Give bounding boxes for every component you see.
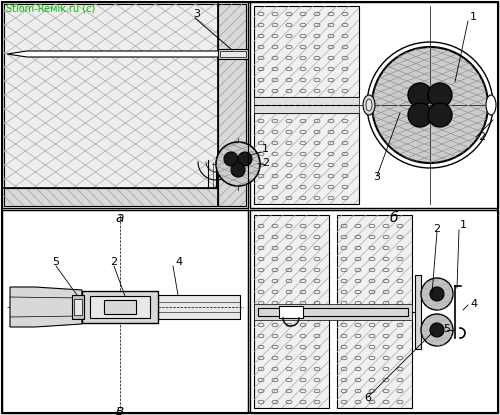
Bar	[74, 299, 82, 315]
Text: 5: 5	[443, 324, 450, 334]
Ellipse shape	[363, 95, 375, 115]
Bar	[104, 300, 136, 314]
Bar	[158, 295, 240, 319]
Circle shape	[408, 103, 432, 127]
Bar	[254, 113, 359, 204]
Text: 3: 3	[373, 172, 380, 182]
Text: в: в	[116, 404, 124, 415]
Text: 2: 2	[478, 132, 485, 142]
Circle shape	[430, 287, 444, 301]
Circle shape	[421, 314, 453, 346]
Bar	[258, 308, 408, 316]
Text: 6: 6	[364, 393, 371, 403]
Bar	[254, 6, 359, 97]
Text: 4: 4	[175, 257, 182, 267]
Bar	[4, 4, 218, 188]
Text: 2: 2	[433, 224, 440, 234]
Bar	[220, 51, 246, 57]
Bar	[218, 49, 248, 59]
Ellipse shape	[366, 99, 372, 111]
Text: 2: 2	[110, 257, 117, 267]
Circle shape	[231, 163, 245, 177]
Bar	[254, 304, 412, 320]
Circle shape	[428, 83, 452, 107]
Text: Stiom-Reмik.ru (c): Stiom-Reмik.ru (c)	[6, 4, 95, 14]
Bar	[250, 2, 498, 208]
Text: 4: 4	[470, 299, 477, 309]
Bar	[2, 210, 248, 413]
Polygon shape	[10, 287, 82, 327]
Bar	[250, 210, 498, 413]
Circle shape	[430, 323, 444, 337]
Bar	[2, 2, 248, 208]
Text: 1: 1	[460, 220, 467, 230]
Bar	[337, 215, 412, 408]
Ellipse shape	[486, 95, 496, 115]
Bar	[72, 295, 84, 319]
Text: 2: 2	[262, 158, 269, 168]
Bar	[90, 296, 150, 318]
Text: 3: 3	[193, 9, 200, 19]
Text: 1: 1	[262, 144, 269, 154]
Circle shape	[238, 152, 252, 166]
Polygon shape	[7, 51, 243, 57]
Circle shape	[408, 83, 432, 107]
Bar	[4, 188, 218, 206]
Text: a: a	[116, 211, 124, 225]
Bar	[218, 4, 246, 206]
Text: б: б	[390, 211, 398, 225]
Circle shape	[216, 142, 260, 186]
Bar	[254, 97, 359, 113]
Bar	[254, 215, 329, 408]
Bar	[415, 275, 421, 349]
Circle shape	[224, 152, 238, 166]
Circle shape	[372, 47, 488, 163]
Text: 1: 1	[470, 12, 477, 22]
Bar	[82, 291, 158, 323]
Circle shape	[428, 103, 452, 127]
Bar	[279, 306, 303, 318]
Text: 5: 5	[52, 257, 59, 267]
Circle shape	[421, 278, 453, 310]
